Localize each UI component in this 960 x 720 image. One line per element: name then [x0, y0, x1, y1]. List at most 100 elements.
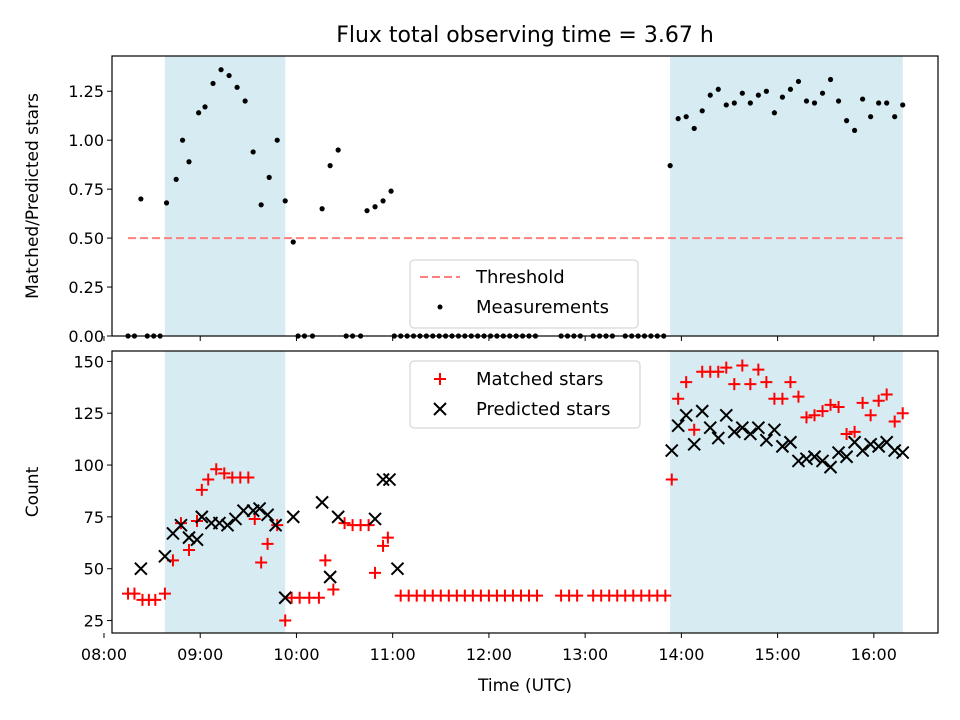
top-observing-bands	[164, 56, 903, 336]
matched-star-point	[752, 363, 765, 376]
predicted-star-point	[896, 445, 910, 460]
matched-star-point	[531, 589, 544, 602]
predicted-star-point	[315, 495, 329, 510]
predicted-star-point	[687, 437, 701, 452]
measurement-point	[876, 100, 882, 106]
measurement-point	[892, 114, 898, 120]
matched-star-point	[672, 392, 685, 405]
predicted-star-point	[368, 512, 382, 526]
measurement-point	[731, 100, 737, 106]
top-legend-box	[409, 259, 639, 329]
x-axis-label: Time (UTC)	[477, 676, 572, 696]
predicted-star-point	[376, 472, 390, 487]
measurement-point	[380, 198, 386, 204]
measurement-point	[795, 78, 802, 85]
predicted-star-point	[220, 518, 235, 532]
x-tick-label: 11:00	[370, 645, 416, 664]
y-tick-label: 50	[84, 560, 104, 579]
matched-star-point	[271, 519, 284, 532]
predicted-star-point	[252, 501, 267, 516]
measurement-point	[723, 102, 729, 108]
measurement-point	[319, 206, 325, 212]
measurement-point	[843, 118, 850, 124]
predicted-star-point	[703, 421, 717, 435]
y-tick-label: 1.25	[68, 82, 104, 101]
predicted-star-point	[751, 421, 766, 435]
matched-star-point	[182, 544, 195, 557]
matched-star-point	[784, 376, 797, 389]
predicted-star-point	[727, 425, 742, 439]
predicted-star-point	[390, 562, 405, 576]
matched-star-point	[872, 394, 885, 407]
legend-measurements-swatch	[437, 304, 443, 310]
bottom-x-axis: 08:00 09:00 10:00 11:00 12:00 13:00 14:00 15:00…	[81, 633, 897, 664]
y-tick-label: 150	[73, 352, 104, 371]
observing-window-band-1	[670, 351, 903, 633]
predicted-star-point	[863, 437, 878, 452]
predicted-star-point	[775, 439, 790, 454]
measurement-point	[327, 163, 333, 169]
predicted-star-point	[767, 423, 782, 437]
matched-star-point	[255, 556, 268, 569]
legend-threshold-label: Threshold	[475, 267, 565, 288]
predicted-star-point	[212, 516, 227, 530]
measurement-point	[186, 159, 192, 165]
matched-star-point	[338, 517, 351, 530]
measurement-point	[258, 202, 264, 208]
matched-star-point	[896, 407, 909, 420]
bottom-plot-frame	[111, 350, 939, 634]
measurement-point	[179, 137, 186, 143]
x-tick-label: 09:00	[177, 645, 223, 664]
predicted-star-point	[887, 443, 902, 458]
y-tick-label: 100	[73, 456, 104, 475]
matched-star-point	[261, 537, 274, 550]
matched-star-point	[665, 473, 678, 486]
measurement-point	[803, 98, 810, 104]
matched-star-point	[659, 589, 672, 602]
measurement-point	[827, 76, 834, 83]
y-tick-label: 0.75	[68, 180, 104, 199]
predicted-star-point	[382, 472, 397, 487]
predicted-star-point	[839, 450, 854, 464]
measurement-point	[202, 104, 208, 110]
y-tick-label: 25	[84, 612, 104, 631]
x-tick-label: 08:00	[81, 645, 127, 664]
x-tick-label: 12:00	[466, 645, 512, 664]
y-tick-label: 75	[84, 508, 104, 527]
top-y-axis: 0.00 0.25 0.50 0.75 1.00 1.25	[68, 82, 112, 346]
predicted-star-point	[278, 591, 292, 605]
matched-star-point	[195, 483, 208, 496]
measurement-point	[787, 86, 794, 92]
predicted-star-point	[665, 443, 679, 458]
measurement-point	[173, 176, 179, 182]
matched-star-point	[856, 396, 869, 409]
predicted-star-point	[759, 433, 774, 447]
x-tick-label: 14:00	[658, 645, 704, 664]
legend-predicted-label: Predicted stars	[476, 399, 610, 420]
matched-star-point	[760, 376, 773, 389]
matched-star-point	[571, 589, 584, 602]
top-panel: Flux total observing time = 3.67 h 0.000…	[23, 23, 939, 346]
matched-star-point	[369, 566, 382, 579]
y-tick-label: 1.00	[68, 131, 104, 150]
measurement-point	[218, 67, 224, 73]
predicted-star-point	[260, 508, 275, 522]
legend-matched-label: Matched stars	[476, 369, 603, 390]
matched-star-point	[149, 593, 162, 606]
matched-star-point	[728, 378, 741, 391]
matched-star-point	[792, 390, 805, 403]
matched-star-point	[776, 392, 789, 405]
measurement-point	[755, 92, 761, 98]
measurement-point	[226, 72, 232, 79]
measurement-point	[282, 198, 288, 204]
measurement-point	[868, 114, 874, 120]
bottom-legend-box	[409, 360, 641, 429]
bottom-legend: Matched stars Predicted stars	[409, 360, 641, 429]
legend-measurements-label: Measurements	[476, 297, 609, 318]
measurement-point	[707, 92, 713, 98]
predicted-star-point	[236, 503, 251, 518]
x-tick-label: 13:00	[562, 645, 608, 664]
predicted-star-point	[791, 454, 806, 468]
predicted-star-point	[134, 562, 148, 576]
